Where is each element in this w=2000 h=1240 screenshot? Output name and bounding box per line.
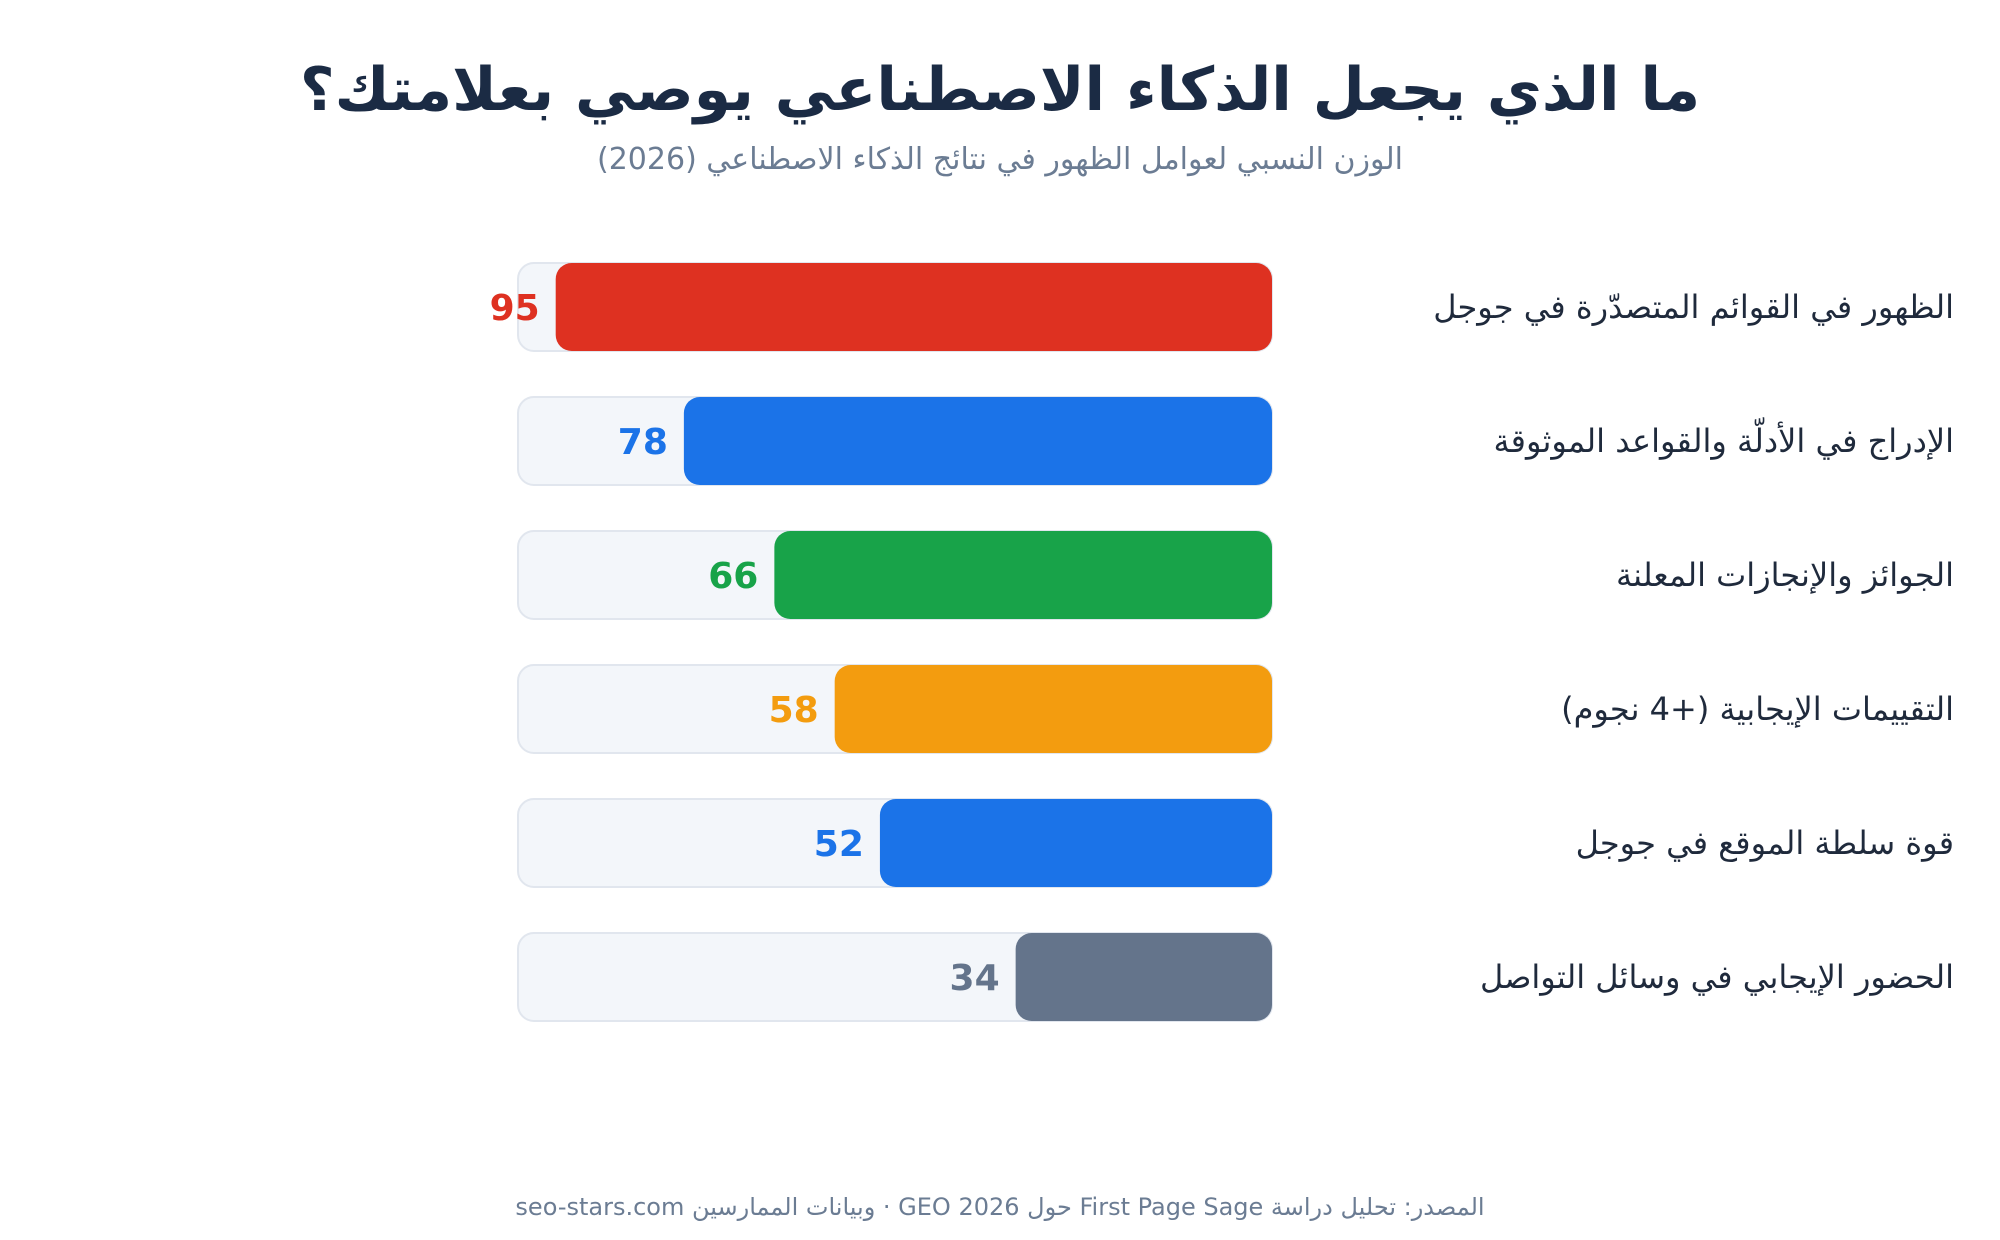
bar-value-label: 34: [950, 958, 1000, 999]
bar-row: 78 الإدراج في الأدلّة والقواعد الموثوقة: [517, 396, 1955, 486]
bar: [879, 799, 1272, 887]
bar-value-label: 78: [618, 422, 668, 463]
bar-row: 95 الظهور في القوائم المتصدّرة في جوجل: [490, 262, 1954, 352]
bar-row: 52 قوة سلطة الموقع في جوجل: [517, 798, 1954, 888]
source-note: المصدر: تحليل دراسة First Page Sage حول …: [515, 1193, 1485, 1221]
bar-row: 66 الجوائز والإنجازات المعلنة: [517, 530, 1954, 620]
bar: [683, 397, 1272, 485]
bar: [774, 531, 1272, 619]
bar-value-label: 66: [708, 556, 758, 597]
bar-row: 58 التقييمات الإيجابية (+4 نجوم): [517, 664, 1954, 754]
bar: [1015, 933, 1272, 1021]
bar: [834, 665, 1272, 753]
category-label: الحضور الإيجابي في وسائل التواصل: [1480, 958, 1954, 996]
bar-value-label: 52: [814, 824, 864, 865]
category-label: قوة سلطة الموقع في جوجل: [1576, 824, 1954, 862]
bar-value-label: 95: [490, 288, 540, 329]
chart-title: ما الذي يجعل الذكاء الاصطناعي يوصي بعلام…: [299, 55, 1701, 125]
chart-subtitle: الوزن النسبي لعوامل الظهور في نتائج الذك…: [596, 142, 1404, 177]
category-label: الظهور في القوائم المتصدّرة في جوجل: [1433, 288, 1954, 326]
category-label: الإدراج في الأدلّة والقواعد الموثوقة: [1494, 417, 1955, 460]
category-label: التقييمات الإيجابية (+4 نجوم): [1561, 690, 1954, 728]
bar-value-label: 58: [769, 690, 819, 731]
category-label: الجوائز والإنجازات المعلنة: [1616, 556, 1954, 594]
bar-row: 34 الحضور الإيجابي في وسائل التواصل: [517, 932, 1954, 1022]
bar: [555, 263, 1272, 351]
